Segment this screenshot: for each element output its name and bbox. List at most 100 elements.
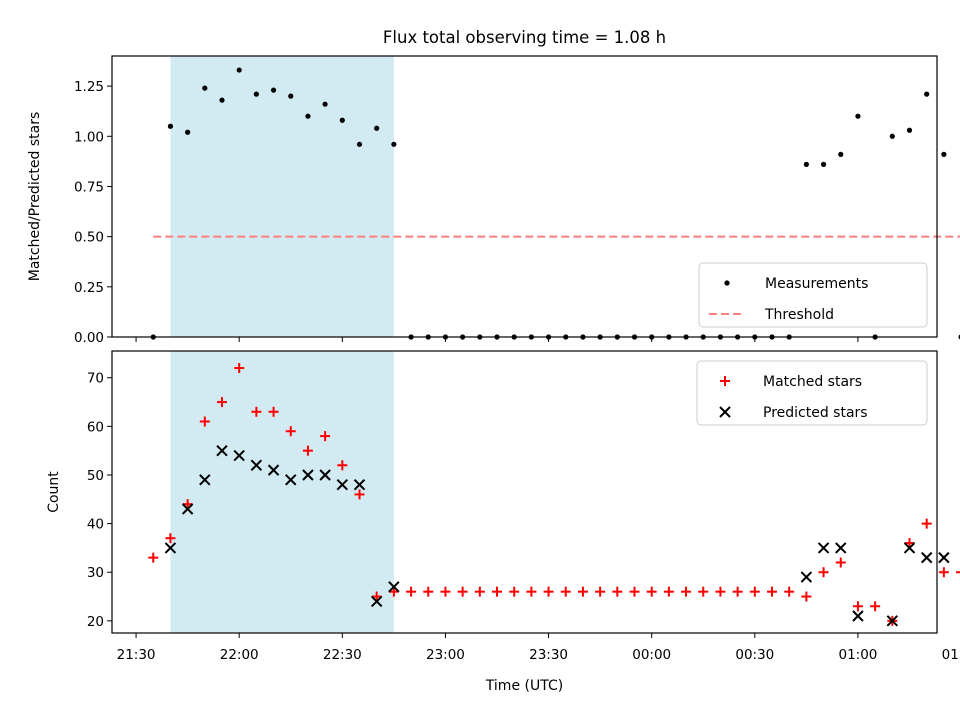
highlight-span (170, 351, 394, 633)
data-point (181, 503, 194, 515)
y-tick-label: 50 (87, 468, 104, 484)
data-point (457, 586, 468, 597)
data-point (749, 586, 760, 597)
data-point (167, 123, 174, 129)
y-tick-label: 60 (87, 419, 104, 435)
data-point (577, 586, 588, 597)
data-point (801, 591, 812, 602)
data-point (423, 586, 434, 597)
data-point (219, 97, 225, 103)
data-point (182, 499, 193, 510)
data-point-b (903, 542, 916, 554)
data-point (903, 542, 916, 554)
x-tick-label: 22:00 (220, 647, 259, 663)
data-point (474, 586, 485, 597)
y-tick-label: 40 (87, 517, 104, 533)
data-point (391, 141, 397, 147)
data-point-b (920, 551, 933, 564)
x-axis-label: Time (UTC) (485, 678, 563, 694)
data-point-b (181, 503, 194, 515)
data-point (803, 161, 809, 167)
series-matched-stars (148, 363, 960, 626)
data-point (938, 551, 950, 564)
data-point-b (835, 542, 847, 554)
data-point (250, 459, 263, 471)
data-point (938, 567, 949, 578)
data-point-b (199, 474, 211, 486)
data-point-b (886, 615, 899, 627)
data-point (199, 416, 210, 427)
data-point-b (353, 478, 366, 491)
data-point (835, 557, 846, 568)
top-panel: 0.00 0.25 0.50 0.75 1.00 1.25 Matched/Predicte… (27, 55, 960, 346)
data-point (165, 533, 176, 544)
data-point (800, 571, 813, 583)
y-tick-label: 0.00 (74, 330, 104, 346)
data-point (941, 151, 947, 157)
data-point (320, 431, 331, 442)
y-tick-label: 20 (87, 614, 104, 630)
data-point (354, 489, 365, 500)
data-point (956, 571, 960, 574)
data-point (595, 586, 606, 597)
x-tick-label: 01:30 (942, 647, 960, 663)
data-point (356, 141, 363, 147)
data-point (526, 586, 537, 597)
data-point (199, 474, 211, 486)
data-point-b (817, 542, 830, 554)
data-point-b (388, 581, 400, 593)
y-tick-label: 0.25 (74, 280, 104, 296)
data-point-b (216, 444, 228, 457)
data-point (319, 469, 331, 481)
data-point (217, 397, 227, 408)
legend: Measurements Threshold (698, 262, 928, 328)
chart-title: Flux total observing time = 1.08 h (383, 28, 666, 47)
data-point (906, 127, 913, 133)
data-point (285, 474, 297, 486)
data-point (924, 91, 930, 97)
data-point (322, 101, 328, 107)
data-point (337, 460, 348, 471)
legend-label: Matched stars (763, 374, 862, 390)
data-point (164, 542, 177, 554)
data-point (388, 586, 399, 597)
data-point (629, 586, 640, 597)
data-point-b (319, 469, 331, 481)
data-point-b (370, 595, 383, 608)
data-point-b (852, 610, 864, 622)
legend: Matched stars Predicted stars (696, 360, 928, 426)
data-point (818, 567, 829, 578)
data-point (698, 586, 709, 597)
data-point (820, 161, 827, 167)
data-point (886, 615, 899, 627)
data-point (302, 469, 314, 481)
legend-label: Predicted stars (763, 405, 868, 421)
data-point (270, 87, 277, 93)
data-point (921, 518, 932, 529)
data-point (339, 117, 345, 123)
data-point (920, 551, 933, 564)
legend-label: Threshold (764, 307, 834, 323)
data-point (663, 586, 674, 597)
data-point (612, 586, 623, 597)
data-point (835, 542, 847, 554)
data-point (855, 113, 861, 119)
y-axis-label: Count (46, 471, 62, 513)
data-point (904, 538, 915, 549)
data-point (216, 444, 228, 457)
x-tick-label: 23:30 (529, 647, 568, 663)
x-tick-label: 21:30 (117, 647, 156, 663)
data-point-b (164, 542, 177, 554)
data-point (543, 586, 554, 597)
data-point-b (336, 478, 349, 491)
data-point (371, 591, 382, 602)
data-point (234, 363, 245, 374)
legend-box (698, 262, 928, 328)
y-tick-label: 1.25 (74, 79, 104, 95)
data-point (681, 586, 692, 597)
data-point (784, 586, 795, 597)
data-point (336, 478, 349, 491)
data-point (267, 464, 280, 476)
data-point (253, 91, 259, 97)
data-point (817, 542, 830, 554)
